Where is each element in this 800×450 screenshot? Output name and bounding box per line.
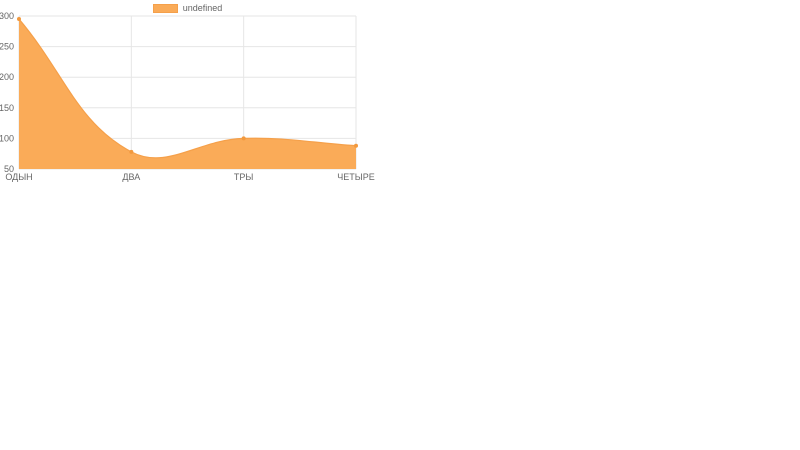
y-tick-label: 200 [0,72,14,82]
x-tick-label: ТРЫ [234,172,254,182]
area-chart: 300 250 200 150 100 50 ОДЫН ДВА ТРЫ ЧЕТЫРЕ undefi… [0,0,375,190]
y-tick-label: 300 [0,11,14,21]
legend-item-series-0[interactable]: undefined [152,3,223,14]
data-point [129,149,134,154]
y-tick-label: 150 [0,103,14,113]
legend-label: undefined [182,3,223,13]
area-fill [19,19,356,170]
y-tick-label: 50 [4,164,14,174]
y-tick-label: 250 [0,42,14,52]
data-point [241,136,246,141]
x-tick-label: ОДЫН [5,172,32,182]
chart-legend: undefined [0,3,375,14]
y-tick-label: 100 [0,133,14,143]
x-tick-label: ДВА [122,172,140,182]
data-point [17,17,21,22]
series-line [18,18,357,159]
data-point [354,143,358,148]
legend-swatch [152,4,178,13]
x-tick-label: ЧЕТЫРЕ [337,172,374,182]
